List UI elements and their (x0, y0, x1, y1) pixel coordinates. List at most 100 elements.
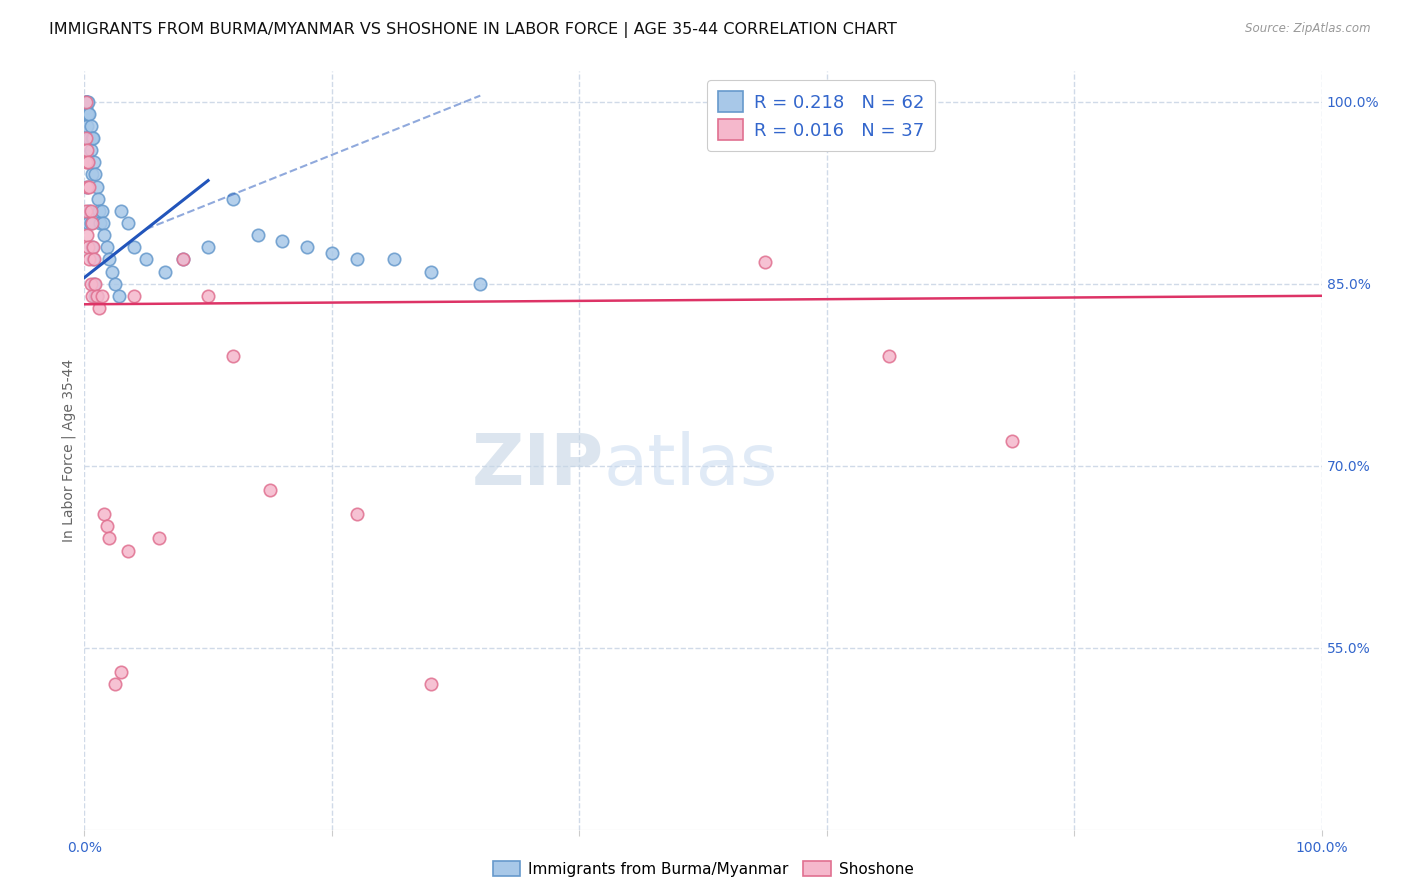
Point (104, 677, 127, 691)
Point (754, 255, 776, 269)
Point (197, 240, 219, 254)
Point (84, 277, 107, 291)
Point (148, 532, 170, 546)
Point (135, 252, 157, 267)
Point (877, 350, 900, 364)
Point (83, 252, 105, 267)
Point (86, 289, 108, 303)
Point (104, 277, 127, 291)
Point (79, 107, 101, 121)
Point (75, 131, 97, 145)
Point (76, 95, 98, 109)
Text: ZIP: ZIP (472, 431, 605, 500)
Point (77, 155, 100, 169)
Point (82, 252, 104, 267)
Point (76, 119, 98, 133)
Point (122, 289, 145, 303)
Point (84, 168, 107, 182)
Point (117, 543, 139, 558)
Point (110, 203, 132, 218)
Point (75, 155, 97, 169)
Point (90, 289, 112, 303)
Point (77, 240, 100, 254)
Point (77, 107, 100, 121)
Point (75, 101, 97, 115)
Point (346, 507, 368, 521)
Point (86, 179, 108, 194)
Point (75, 95, 97, 109)
Point (93, 507, 115, 521)
Point (246, 228, 269, 243)
Point (86, 289, 108, 303)
Point (153, 264, 176, 278)
Point (79, 119, 101, 133)
Point (1001, 434, 1024, 449)
Point (108, 289, 131, 303)
Text: IMMIGRANTS FROM BURMA/MYANMAR VS SHOSHONE IN LABOR FORCE | AGE 35-44 CORRELATION: IMMIGRANTS FROM BURMA/MYANMAR VS SHOSHON… (49, 22, 897, 38)
Y-axis label: In Labor Force | Age 35-44: In Labor Force | Age 35-44 (62, 359, 76, 542)
Point (346, 252, 368, 267)
Point (75, 107, 97, 121)
Point (90, 203, 112, 218)
Point (75, 95, 97, 109)
Point (76, 149, 98, 163)
Point (382, 252, 405, 267)
Point (77, 216, 100, 230)
Text: Source: ZipAtlas.com: Source: ZipAtlas.com (1246, 22, 1371, 36)
Legend: Immigrants from Burma/Myanmar, Shoshone: Immigrants from Burma/Myanmar, Shoshone (485, 853, 921, 884)
Point (222, 192, 245, 206)
Point (84, 289, 107, 303)
Point (93, 228, 115, 243)
Point (172, 252, 194, 267)
Point (76, 179, 98, 194)
Point (91, 216, 114, 230)
Point (79, 277, 101, 291)
Point (77, 155, 100, 169)
Point (76, 107, 98, 121)
Point (79, 131, 101, 145)
Point (76, 228, 98, 243)
Point (76, 131, 98, 145)
Point (75, 131, 97, 145)
Point (77, 131, 100, 145)
Point (75, 203, 97, 218)
Point (89, 203, 111, 218)
Point (100, 264, 122, 278)
Point (117, 216, 139, 230)
Point (419, 677, 441, 691)
Point (80, 289, 103, 303)
Point (82, 240, 104, 254)
Point (89, 216, 111, 230)
Point (79, 252, 101, 267)
Point (470, 277, 492, 291)
Point (271, 234, 294, 248)
Point (77, 95, 100, 109)
Point (222, 350, 245, 364)
Point (87, 192, 110, 206)
Legend: R = 0.218   N = 62, R = 0.016   N = 37: R = 0.218 N = 62, R = 0.016 N = 37 (707, 80, 935, 151)
Point (96, 240, 118, 254)
Point (79, 203, 101, 218)
Point (76, 143, 98, 157)
Point (80, 240, 103, 254)
Point (83, 277, 105, 291)
Point (295, 240, 318, 254)
Point (80, 131, 103, 145)
Point (172, 252, 194, 267)
Text: atlas: atlas (605, 431, 779, 500)
Point (79, 216, 101, 230)
Point (76, 179, 98, 194)
Point (80, 168, 103, 182)
Point (122, 240, 145, 254)
Point (75, 95, 97, 109)
Point (321, 246, 343, 260)
Point (79, 203, 101, 218)
Point (75, 95, 97, 109)
Point (80, 216, 103, 230)
Point (83, 155, 105, 169)
Point (197, 289, 219, 303)
Point (79, 179, 101, 194)
Point (79, 143, 101, 157)
Point (419, 264, 441, 278)
Point (259, 483, 281, 497)
